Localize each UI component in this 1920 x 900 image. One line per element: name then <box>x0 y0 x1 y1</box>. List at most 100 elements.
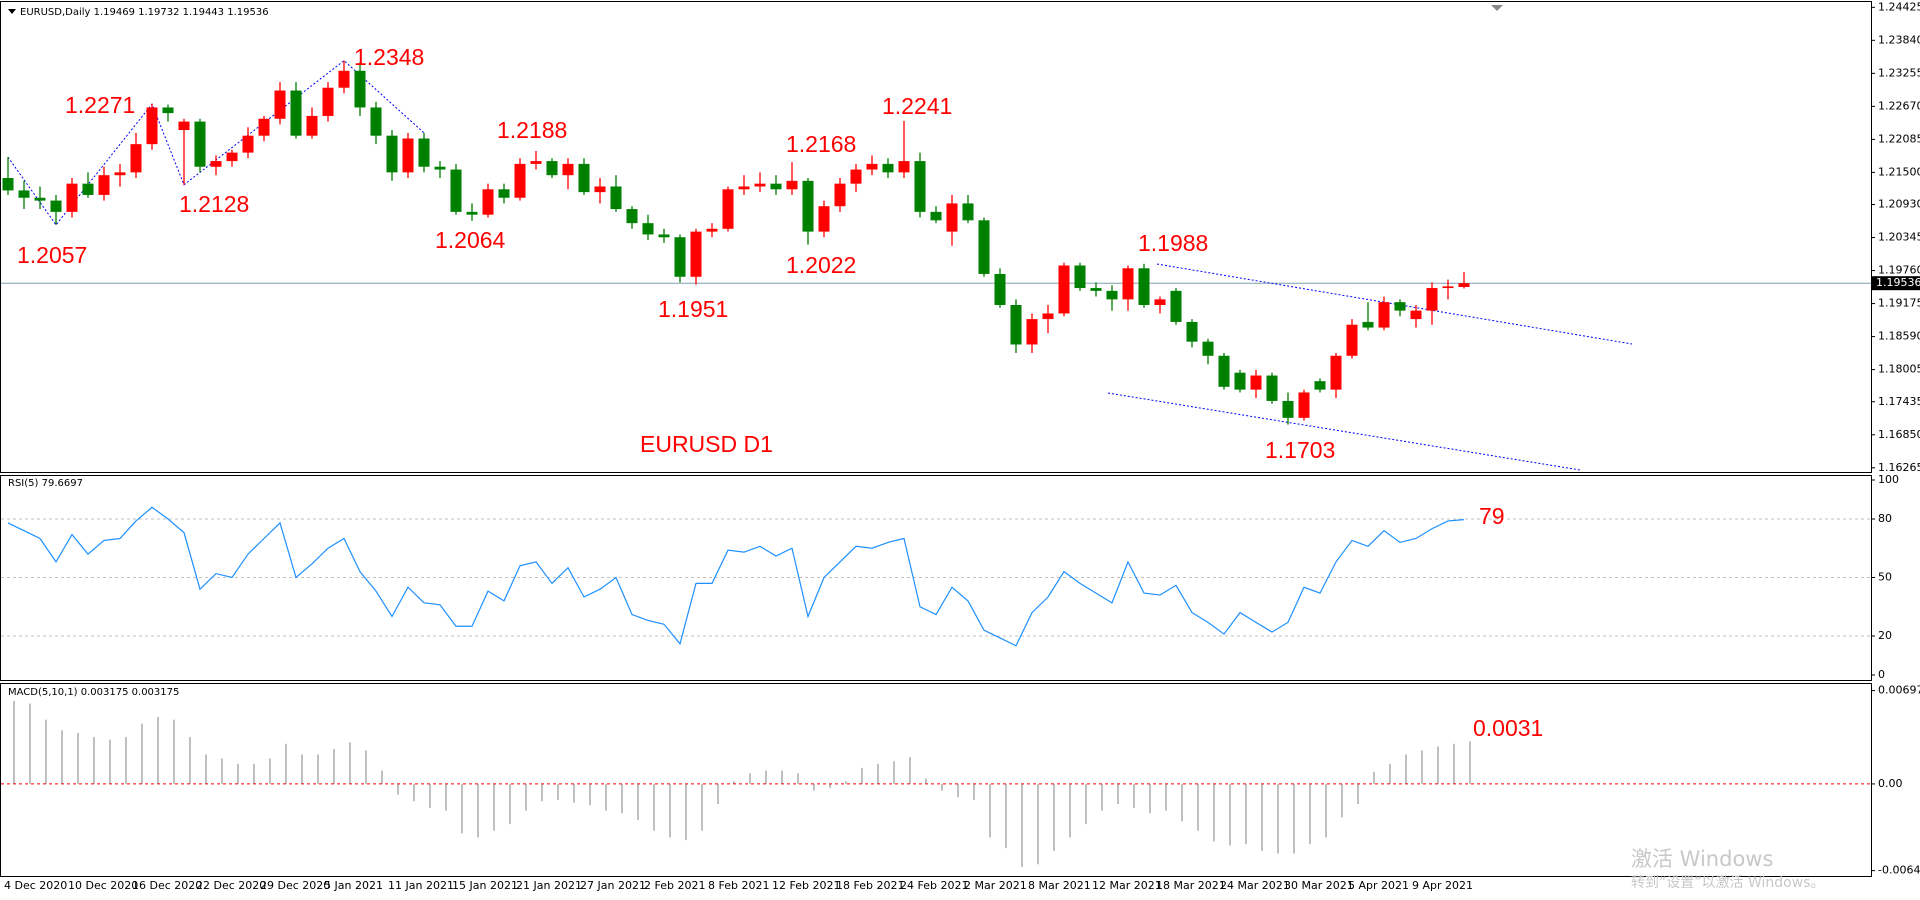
candle-body <box>1186 321 1198 342</box>
rsi-line <box>7 506 1465 647</box>
candle-body <box>418 138 430 167</box>
x-tick-label: 16 Dec 2020 <box>132 879 202 892</box>
candle-body <box>258 118 270 136</box>
candle-body <box>1250 375 1262 390</box>
candle-body <box>1266 375 1278 401</box>
candle-body <box>1218 355 1230 387</box>
x-tick-label: 21 Jan 2021 <box>516 879 582 892</box>
y-tick-label: 1.19175 <box>1878 297 1920 310</box>
rsi-title: RSI(5) 79.6697 <box>8 478 83 489</box>
candle-body <box>994 273 1006 305</box>
annotation: 1.2168 <box>786 131 856 157</box>
y-tick-label: 1.22670 <box>1878 99 1920 112</box>
price-label: 1.19536 <box>1876 276 1920 289</box>
candle-body <box>1314 381 1326 390</box>
annotation: 1.2057 <box>17 242 87 268</box>
macd-panel <box>0 683 1872 877</box>
candle-body <box>1378 302 1390 328</box>
candle-body <box>1058 265 1070 314</box>
candle-body <box>834 183 846 207</box>
candle-body <box>178 121 190 131</box>
price-label-box <box>1872 276 1920 291</box>
annotation: 1.2271 <box>65 92 135 118</box>
candle-body <box>1074 265 1086 289</box>
candle-body <box>1234 372 1246 390</box>
annotation: 1.1988 <box>1138 230 1208 256</box>
y-tick-label: 1.16850 <box>1878 428 1920 441</box>
candle-body <box>562 163 574 176</box>
candle-body <box>194 121 206 167</box>
y-tick-label: 50 <box>1878 571 1892 584</box>
annotation: 79 <box>1479 503 1505 529</box>
candle-body <box>802 180 814 232</box>
candle-body <box>274 90 286 119</box>
x-tick-label: 5 Jan 2021 <box>324 879 383 892</box>
candle-body <box>1026 319 1038 345</box>
symbol-header: EURUSD,Daily 1.19469 1.19732 1.19443 1.1… <box>20 7 269 18</box>
candle-body <box>98 175 110 195</box>
candle-body <box>450 169 462 212</box>
candle-body <box>1282 400 1294 418</box>
x-tick-label: 18 Feb 2021 <box>836 879 904 892</box>
candle-body <box>1394 302 1406 311</box>
annotation: 0.0031 <box>1473 715 1543 741</box>
candle-body <box>1042 313 1054 320</box>
candle-body <box>1346 324 1358 356</box>
candle-body <box>946 203 958 232</box>
candle-body <box>514 163 526 198</box>
candle-body <box>658 234 670 238</box>
macd-title: MACD(5,10,1) 0.003175 0.003175 <box>8 687 179 698</box>
candle-body <box>706 228 718 232</box>
menu-triangle <box>8 9 16 14</box>
annotation: 1.2064 <box>435 227 506 253</box>
candle-body <box>1330 355 1342 390</box>
candle-body <box>370 107 382 136</box>
x-tick-label: 2 Mar 2021 <box>964 879 1027 892</box>
candle-body <box>306 115 318 136</box>
candle-body <box>978 220 990 274</box>
y-tick-label: 0 <box>1878 668 1885 681</box>
candle-body <box>338 70 350 88</box>
candle-body <box>818 206 830 232</box>
candle-body <box>402 138 414 173</box>
y-tick-label: -0.006474 <box>1878 864 1920 877</box>
candle-body <box>1458 283 1470 287</box>
candle-body <box>850 169 862 184</box>
candle-body <box>738 186 750 190</box>
y-tick-label: 1.17435 <box>1878 395 1920 408</box>
candle-body <box>66 183 78 212</box>
candle-body <box>226 152 238 162</box>
annotation: EURUSD D1 <box>640 431 773 457</box>
candle-body <box>130 144 142 173</box>
x-tick-label: 5 Apr 2021 <box>1348 879 1409 892</box>
candle-body <box>962 203 974 221</box>
candle-body <box>354 70 366 108</box>
candle-body <box>786 180 798 190</box>
candle-body <box>642 223 654 235</box>
x-tick-label: 24 Feb 2021 <box>900 879 968 892</box>
candle-body <box>34 197 46 201</box>
x-tick-label: 8 Feb 2021 <box>708 879 769 892</box>
candle-body <box>1154 299 1166 305</box>
y-tick-label: 80 <box>1878 512 1892 525</box>
y-tick-label: 0.00697 <box>1878 684 1920 697</box>
candle-body <box>18 190 30 198</box>
annotation: 1.2128 <box>179 191 249 217</box>
candle-body <box>322 87 334 116</box>
shift-marker <box>1491 5 1503 11</box>
candle-body <box>1362 321 1374 328</box>
candle-body <box>386 135 398 173</box>
candle-body <box>1010 304 1022 345</box>
candle-body <box>482 189 494 215</box>
x-tick-label: 2 Feb 2021 <box>644 879 705 892</box>
candle-body <box>882 163 894 173</box>
y-tick-label: 1.24425 <box>1878 0 1920 13</box>
x-tick-label: 27 Jan 2021 <box>580 879 646 892</box>
candle-body <box>690 231 702 277</box>
candle-body <box>578 163 590 193</box>
x-tick-label: 22 Dec 2020 <box>196 879 266 892</box>
y-tick-label: 0.00 <box>1878 777 1903 790</box>
y-tick-label: 1.18590 <box>1878 330 1920 343</box>
candle-body <box>770 183 782 190</box>
